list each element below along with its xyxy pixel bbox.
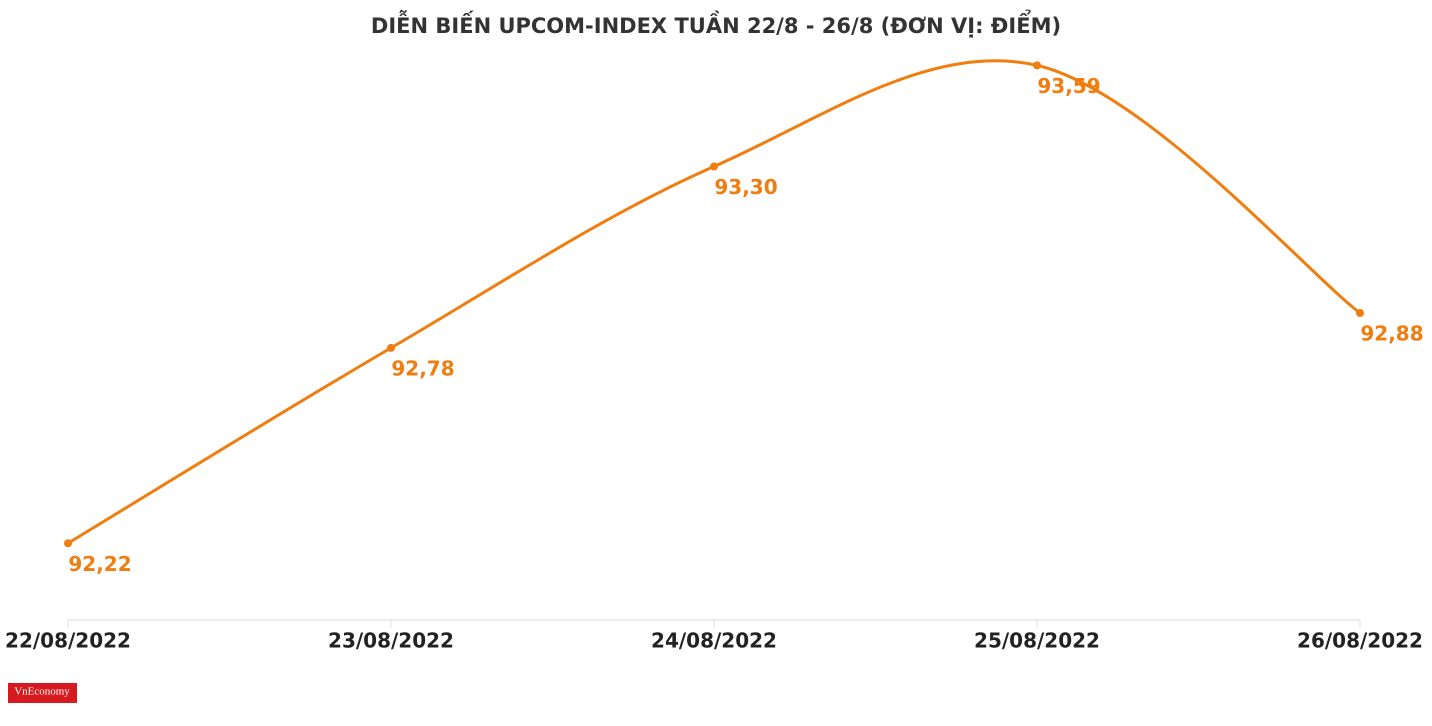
x-tick-label: 25/08/2022 [974,629,1100,653]
point [1356,309,1364,318]
point [387,343,395,352]
logo: VnEconomy [14,686,70,698]
x-tick-label: 22/08/2022 [5,629,131,653]
data-label: 92,78 [391,356,454,380]
point [1033,61,1041,70]
x-tick-label: 23/08/2022 [328,629,454,653]
data-label: 93,30 [714,175,777,199]
x-tick-label: 26/08/2022 [1297,629,1423,653]
point [710,162,718,171]
data-label: 93,59 [1037,74,1100,98]
point [64,539,72,548]
logo-box [8,683,77,703]
x-tick-label: 24/08/2022 [651,629,777,653]
line [67,59,1361,545]
chart-title: DIỄN BIẾN UPCOM-INDEX TUẦN 22/8 - 26/8 (… [371,10,1061,38]
data-label: 92,88 [1360,322,1423,346]
data-label: 92,22 [68,552,131,576]
